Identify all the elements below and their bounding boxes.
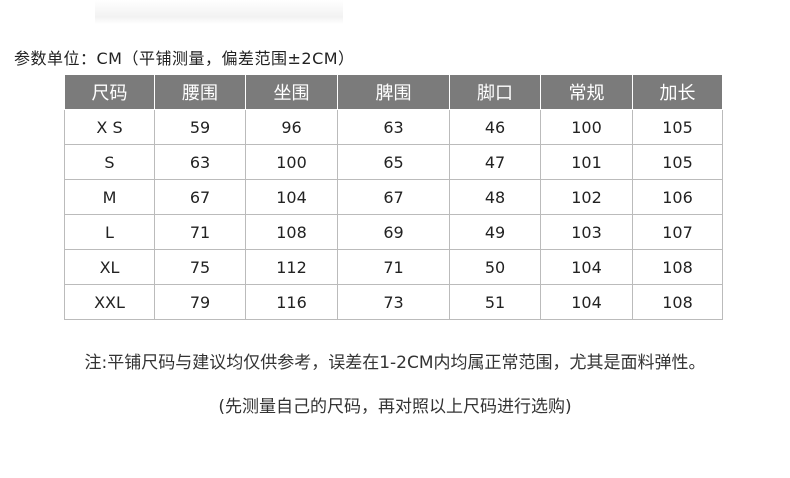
table-cell: 69 xyxy=(337,214,450,250)
table-cell: 63 xyxy=(154,144,246,180)
table-cell: L xyxy=(64,214,155,250)
header-leg-opening: 脚口 xyxy=(449,74,541,110)
table-row: XL 75 112 71 50 104 108 xyxy=(64,249,723,285)
table-cell: 50 xyxy=(449,249,541,285)
table-cell: 79 xyxy=(154,284,246,320)
table-cell: 112 xyxy=(245,249,338,285)
table-cell: 103 xyxy=(540,214,633,250)
table-row: XXL 79 116 73 51 104 108 xyxy=(64,284,723,320)
table-cell: 107 xyxy=(632,214,723,250)
table-cell: 108 xyxy=(245,214,338,250)
table-cell: XXL xyxy=(64,284,155,320)
table-cell: X S xyxy=(64,109,155,145)
table-cell: 100 xyxy=(245,144,338,180)
table-cell: XL xyxy=(64,249,155,285)
table-cell: 67 xyxy=(154,179,246,215)
table-cell: 63 xyxy=(337,109,450,145)
table-cell: 59 xyxy=(154,109,246,145)
table-cell: 47 xyxy=(449,144,541,180)
table-row: X S 59 96 63 46 100 105 xyxy=(64,109,723,145)
table-cell: S xyxy=(64,144,155,180)
table-cell: 51 xyxy=(449,284,541,320)
table-cell: 67 xyxy=(337,179,450,215)
table-cell: 105 xyxy=(632,144,723,180)
header-waist: 腰围 xyxy=(154,74,246,110)
table-cell: 71 xyxy=(337,249,450,285)
table-row: S 63 100 65 47 101 105 xyxy=(64,144,723,180)
header-regular-length: 常规 xyxy=(540,74,633,110)
table-cell: 104 xyxy=(245,179,338,215)
table-header-row: 尺码 腰围 坐围 脾围 脚口 常规 加长 xyxy=(64,74,723,110)
table-cell: 75 xyxy=(154,249,246,285)
table-cell: 65 xyxy=(337,144,450,180)
table-cell: 96 xyxy=(245,109,338,145)
table-cell: 46 xyxy=(449,109,541,145)
table-cell: 104 xyxy=(540,284,633,320)
header-hip: 坐围 xyxy=(245,74,338,110)
table-cell: 105 xyxy=(632,109,723,145)
table-cell: 101 xyxy=(540,144,633,180)
table-cell: 104 xyxy=(540,249,633,285)
table-row: L 71 108 69 49 103 107 xyxy=(64,214,723,250)
table-cell: 48 xyxy=(449,179,541,215)
table-cell: 71 xyxy=(154,214,246,250)
table-row: M 67 104 67 48 102 106 xyxy=(64,179,723,215)
table-cell: 73 xyxy=(337,284,450,320)
header-size: 尺码 xyxy=(64,74,155,110)
note-line-1: 注:平铺尺码与建议均仅供参考，误差在1-2CM内均属正常范围，尤其是面料弹性。 xyxy=(84,353,706,373)
size-chart-table: 尺码 腰围 坐围 脾围 脚口 常规 加长 X S 59 96 63 46 100 105 S 6… xyxy=(64,74,723,320)
header-long-length: 加长 xyxy=(632,74,723,110)
table-cell: 100 xyxy=(540,109,633,145)
unit-label: 参数单位：CM（平铺测量，偏差范围±2CM） xyxy=(14,49,355,68)
table-cell: 116 xyxy=(245,284,338,320)
table-cell: 106 xyxy=(632,179,723,215)
table-cell: M xyxy=(64,179,155,215)
table-cell: 108 xyxy=(632,284,723,320)
table-cell: 102 xyxy=(540,179,633,215)
top-image-fragment xyxy=(95,0,343,24)
note-line-2: (先测量自己的尺码，再对照以上尺码进行选购) xyxy=(218,397,572,417)
table-cell: 108 xyxy=(632,249,723,285)
table-cell: 49 xyxy=(449,214,541,250)
header-thigh: 脾围 xyxy=(337,74,450,110)
